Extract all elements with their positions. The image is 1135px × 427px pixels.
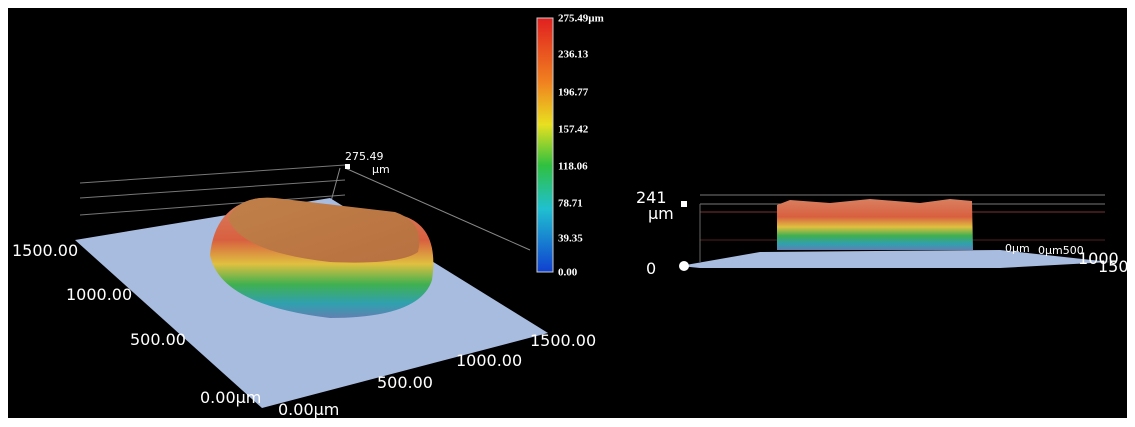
x-axis-label: 1500.00 [530,331,596,350]
colorbar-label: 196.77 [558,87,589,99]
axis-label: 1500 [1098,257,1135,276]
y-axis-label: 0.00µm [200,388,261,407]
colorbar-label: 157.42 [558,124,589,136]
y-axis-label: 1500.00 [12,241,78,260]
colorbar-label: 118.06 [558,161,588,173]
y-axis-label: 1000.00 [66,285,132,304]
peak-value: 275.49 [345,150,384,163]
colorbar [537,18,553,272]
mound [777,199,973,250]
zero-label: 0 [646,259,656,278]
colorbar-label: 78.71 [558,198,583,210]
origin-marker [679,261,689,271]
screenshot: 275.49 µm 1500.00 1000.00 500.00 0.00µm … [0,0,1135,427]
axis-label: 0µm500 [1038,244,1084,257]
axis-label: 0µm [1005,242,1030,255]
colorbar-label: 0.00 [558,267,578,279]
x-axis-label: 1000.00 [456,351,522,370]
peak-unit: µm [372,163,390,176]
peak-marker [345,164,350,169]
height-marker [681,201,687,207]
colorbar-label: 236.13 [558,49,589,61]
y-axis-label: 500.00 [130,330,186,349]
colorbar-label: 39.35 [558,233,583,245]
x-axis-label: 500.00 [377,373,433,392]
height-unit: µm [648,204,674,223]
colorbar-label: 275.49µm [558,13,604,25]
x-axis-label: 0.00µm [278,400,339,419]
